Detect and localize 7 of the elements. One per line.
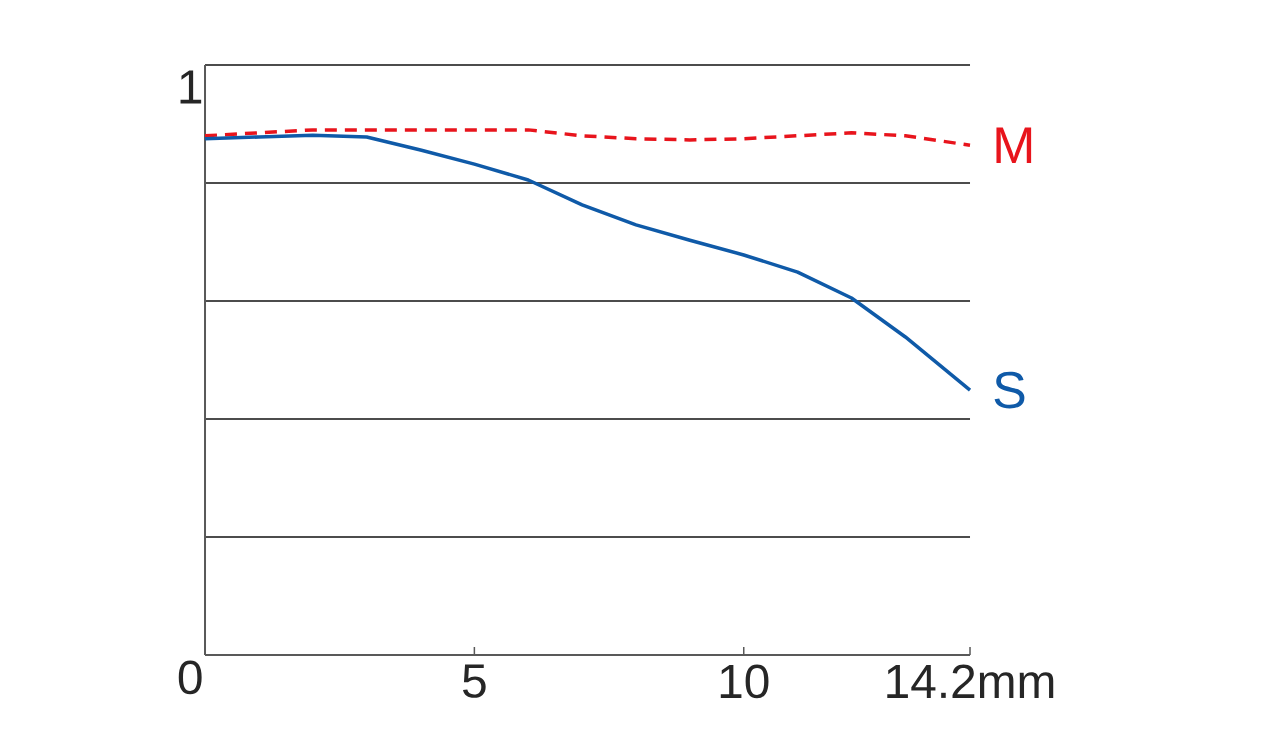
x-tick-label: 5 (463, 664, 486, 698)
series-label: S (994, 371, 1025, 409)
x-tick-label: 10 (720, 664, 769, 699)
x-tick-label: 14.2mm (887, 664, 1054, 698)
y-tick-label: 0 (178, 660, 202, 695)
series-label: M (996, 127, 1032, 164)
y-tick-label: 1 (180, 70, 202, 104)
